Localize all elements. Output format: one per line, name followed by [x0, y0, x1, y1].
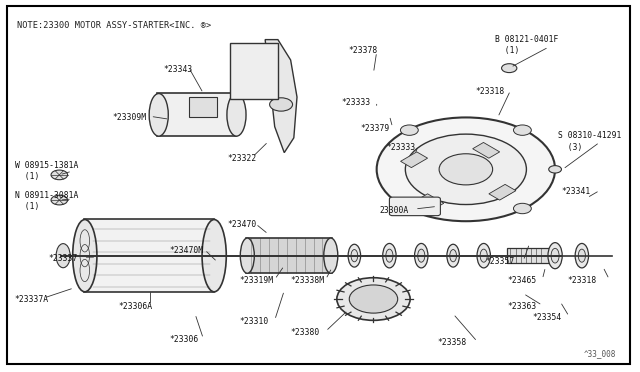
Ellipse shape [447, 244, 460, 267]
Circle shape [513, 125, 531, 135]
Text: B 08121-0401F: B 08121-0401F [495, 35, 558, 44]
Ellipse shape [575, 243, 589, 268]
Bar [84, 219, 214, 292]
Text: *23306: *23306 [170, 335, 199, 344]
Bar [230, 43, 278, 99]
Text: *23322: *23322 [227, 154, 256, 163]
Ellipse shape [415, 243, 428, 268]
Bar [401, 152, 428, 168]
Text: *23338M: *23338M [291, 276, 324, 285]
Bar [157, 93, 236, 136]
Text: (1): (1) [15, 172, 39, 181]
Circle shape [269, 98, 292, 111]
Circle shape [377, 118, 555, 221]
Text: *23333: *23333 [342, 98, 371, 107]
Text: *23470M: *23470M [170, 246, 204, 255]
Ellipse shape [240, 238, 254, 273]
Ellipse shape [386, 249, 393, 262]
Text: *23319M: *23319M [239, 276, 274, 285]
Text: *23310: *23310 [239, 317, 269, 326]
Ellipse shape [480, 249, 487, 262]
Bar [189, 97, 218, 118]
Circle shape [349, 285, 397, 313]
Ellipse shape [383, 243, 396, 268]
Ellipse shape [450, 250, 456, 262]
Text: *23379: *23379 [361, 124, 390, 133]
Ellipse shape [149, 93, 168, 136]
Text: W 08915-1381A: W 08915-1381A [15, 161, 78, 170]
Text: *23358: *23358 [437, 338, 467, 347]
Text: *23333: *23333 [386, 142, 415, 151]
Text: (1): (1) [15, 202, 39, 211]
Text: *23318: *23318 [476, 87, 505, 96]
FancyBboxPatch shape [389, 197, 440, 216]
Text: (1): (1) [495, 46, 519, 55]
Circle shape [51, 170, 68, 180]
Text: (3): (3) [558, 142, 582, 151]
Text: *23357: *23357 [485, 257, 515, 266]
Text: *23465: *23465 [508, 276, 536, 285]
Circle shape [51, 195, 68, 205]
Ellipse shape [551, 248, 559, 263]
Text: *23337: *23337 [49, 254, 77, 263]
Text: *23378: *23378 [348, 46, 377, 55]
Bar [508, 248, 548, 263]
Text: *23337A: *23337A [15, 295, 49, 304]
Text: N 08911-3081A: N 08911-3081A [15, 191, 78, 200]
Bar [246, 238, 332, 273]
Text: *23309M: *23309M [112, 113, 147, 122]
Circle shape [513, 203, 531, 214]
Circle shape [502, 64, 517, 73]
Text: *23354: *23354 [532, 313, 562, 322]
Text: *23343: *23343 [163, 65, 193, 74]
Ellipse shape [548, 243, 562, 269]
Text: 23300A: 23300A [380, 206, 409, 215]
Circle shape [439, 154, 493, 185]
Text: *23306A: *23306A [118, 302, 153, 311]
Ellipse shape [202, 219, 227, 292]
Ellipse shape [227, 93, 246, 136]
Text: S 08310-41291: S 08310-41291 [558, 131, 621, 141]
Text: NOTE:23300 MOTOR ASSY-STARTER<INC. ®>: NOTE:23300 MOTOR ASSY-STARTER<INC. ®> [17, 21, 211, 30]
Polygon shape [265, 39, 297, 153]
Bar [489, 185, 516, 200]
Ellipse shape [73, 219, 97, 292]
Circle shape [548, 166, 561, 173]
Circle shape [405, 134, 527, 205]
Ellipse shape [348, 244, 360, 267]
Text: *23341: *23341 [561, 187, 591, 196]
Ellipse shape [418, 249, 425, 262]
Ellipse shape [56, 244, 70, 268]
Text: *23470: *23470 [227, 221, 256, 230]
Circle shape [401, 125, 419, 135]
Ellipse shape [337, 278, 410, 320]
Text: *23363: *23363 [508, 302, 536, 311]
Ellipse shape [324, 238, 338, 273]
Text: *23380: *23380 [291, 328, 320, 337]
Text: *23318: *23318 [568, 276, 597, 285]
Ellipse shape [477, 243, 490, 268]
Bar [473, 142, 500, 158]
Bar [417, 194, 444, 209]
Text: ^33_008: ^33_008 [583, 349, 616, 358]
Circle shape [401, 203, 419, 214]
Ellipse shape [579, 249, 586, 262]
Ellipse shape [351, 250, 358, 262]
